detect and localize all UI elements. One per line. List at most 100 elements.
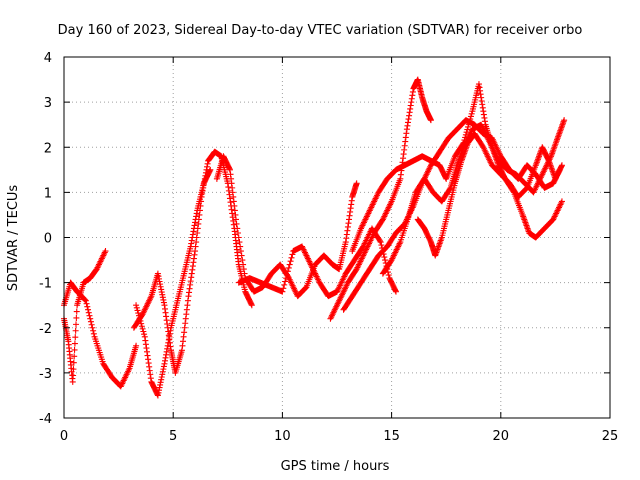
data-point [133,302,140,309]
data-point [465,123,472,130]
data-point [89,324,96,331]
data-point [90,330,97,337]
series-track-10 [379,117,568,277]
data-point [353,180,360,187]
data-point [234,229,241,236]
x-axis-label: GPS time / hours [281,459,390,474]
data-point [70,366,77,373]
y-tick-label: 4 [44,51,52,66]
x-tick-label: 15 [383,429,400,444]
y-tick-label: 0 [44,232,52,247]
data-point [71,346,78,353]
data-point [382,257,389,264]
grid [64,57,610,418]
data-point [381,254,388,261]
x-tick-label: 25 [602,429,619,444]
data-point [558,162,565,169]
data-point [136,315,143,322]
y-axis-label: SDTVAR / TECUs [6,185,21,292]
y-tick-label: -2 [39,322,52,337]
data-point [377,239,384,246]
data-point [465,121,472,128]
data-point [73,314,80,321]
data-point [427,117,434,124]
data-point [378,242,385,249]
data-point [558,198,565,205]
data-point [72,327,79,334]
data-point [138,320,145,327]
data-point [83,300,90,307]
data-point [70,359,77,366]
axis-ticks: 0 5 10 15 20 25 -4 -3 -2 -1 0 1 2 3 4 [39,51,618,444]
data-point [464,126,471,133]
data-point [102,248,109,255]
data-point [238,252,245,259]
data-point [237,243,244,250]
data-point [385,272,392,279]
data-point [73,321,80,328]
data-point [134,307,141,314]
data-point [138,323,145,330]
data-point [70,372,77,379]
y-tick-label: 2 [44,141,52,156]
y-tick-label: -3 [39,367,52,382]
data-point [240,261,247,268]
data-point [289,251,296,258]
data-point [392,288,399,295]
data-point [141,331,148,338]
x-tick-label: 20 [493,429,510,444]
y-tick-label: 3 [44,96,52,111]
data-point [82,296,89,303]
data-point [237,248,244,255]
data-point [133,304,140,311]
series-track-7 [327,76,434,322]
x-tick-label: 10 [274,429,291,444]
data-point [73,308,80,315]
data-points [61,76,568,399]
data-point [286,261,293,268]
data-point [466,118,473,125]
data-point [239,257,246,264]
data-point [133,342,140,349]
data-point [140,328,147,335]
data-point [561,117,568,124]
data-point [446,185,453,192]
data-point [137,317,144,324]
data-point [69,378,76,385]
data-point [279,288,286,295]
data-point [90,327,97,334]
data-point [241,270,248,277]
data-point [233,220,240,227]
data-point [85,309,92,316]
series-track-11 [414,130,565,259]
data-point [376,237,383,244]
y-tick-label: 1 [44,186,52,201]
data-point [235,234,242,241]
series-track-2 [61,248,109,385]
series-track-4 [133,166,214,399]
data-point [283,275,290,282]
data-point [467,113,474,120]
data-point [468,110,475,117]
data-point [71,340,78,347]
data-point [467,116,474,123]
data-point [86,312,93,319]
data-point [135,312,142,319]
data-point [236,239,243,246]
data-point [248,302,255,309]
data-point [283,271,290,278]
data-point [282,278,289,285]
data-point [285,264,292,271]
series-track-8 [340,117,563,313]
data-point [288,254,295,261]
data-point [240,266,247,273]
chart-title: Day 160 of 2023, Sidereal Day-to-day VTE… [58,23,583,38]
data-point [72,334,79,341]
data-point [135,310,142,317]
data-point [281,281,288,288]
series-track-6 [235,225,399,300]
data-point [82,297,89,304]
data-point [139,325,146,332]
series-track-3 [130,148,255,376]
